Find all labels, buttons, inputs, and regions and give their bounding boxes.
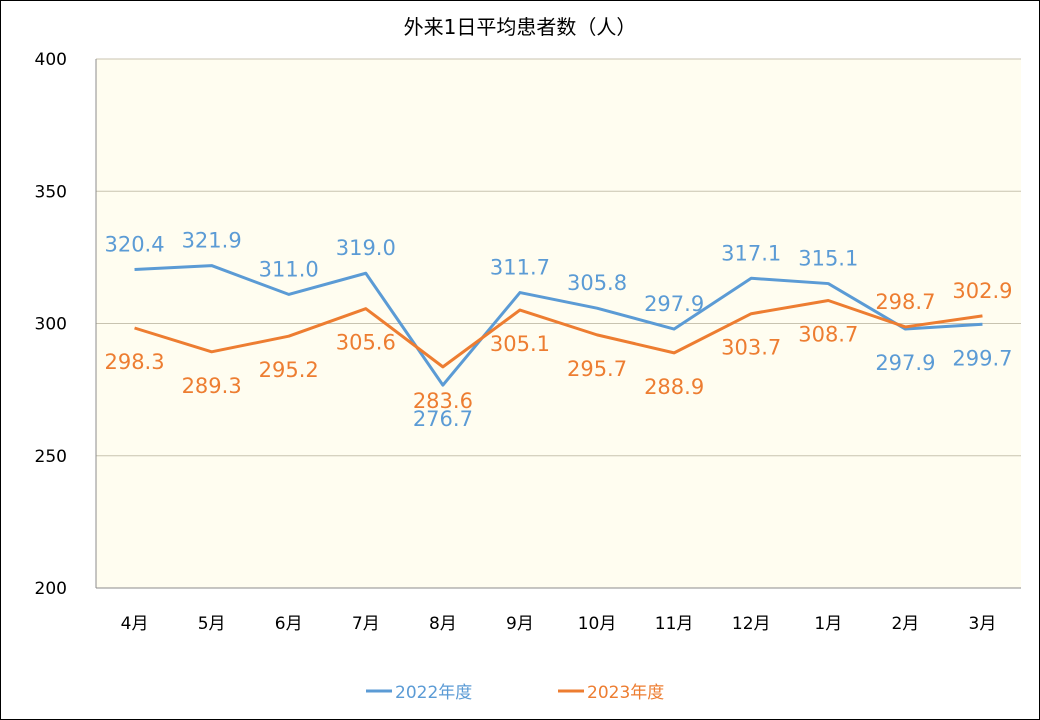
- legend-label: 2023年度: [587, 683, 664, 703]
- x-tick-label: 9月: [506, 614, 534, 634]
- plot-area: 200 250 300 350 400 4月 5月 6月 7月 8月 9月 10月 11月 12月 1月 2月…: [35, 50, 1021, 634]
- data-label-series-1: 297.9: [875, 351, 935, 375]
- y-tick-label: 300: [35, 315, 67, 335]
- data-label-series-1: 317.1: [721, 241, 781, 265]
- data-label-series-2: 298.7: [875, 290, 935, 314]
- data-label-series-2: 302.9: [952, 279, 1012, 303]
- legend-item-1: 2022年度: [366, 683, 472, 703]
- data-label-series-1: 305.8: [567, 271, 627, 295]
- y-tick-label: 350: [35, 182, 67, 202]
- legend-item-2: 2023年度: [558, 683, 664, 703]
- data-label-series-1: 311.7: [490, 256, 550, 280]
- x-tick-label: 12月: [732, 614, 771, 634]
- y-tick-label: 250: [35, 447, 67, 467]
- series-line-1: [134, 264, 983, 387]
- data-label-series-2: 289.3: [182, 374, 242, 398]
- x-tick-label: 5月: [198, 614, 226, 634]
- data-label-series-1: 299.7: [952, 346, 1012, 370]
- data-label-series-1: 321.9: [182, 229, 242, 253]
- series-line-2: [134, 298, 983, 369]
- data-label-series-1: 276.7: [413, 407, 473, 431]
- data-label-series-2: 305.6: [336, 331, 396, 355]
- data-label-series-2: 283.6: [413, 389, 473, 413]
- data-label-series-2: 303.7: [721, 336, 781, 360]
- legend: 2022年度 2023年度: [366, 683, 664, 703]
- data-label-series-1: 297.9: [644, 292, 704, 316]
- x-tick-label: 2月: [891, 614, 919, 634]
- x-tick-label: 8月: [429, 614, 457, 634]
- x-tick-label: 1月: [814, 614, 842, 634]
- legend-label: 2022年度: [395, 683, 472, 703]
- data-label-series-2: 298.3: [104, 350, 164, 374]
- chart-title: 外来1日平均患者数（人）: [404, 15, 637, 39]
- data-label-series-2: 288.9: [644, 375, 704, 399]
- x-tick-label: 4月: [121, 614, 149, 634]
- data-label-series-2: 295.7: [567, 357, 627, 381]
- y-tick-label: 400: [35, 50, 67, 70]
- x-tick-label: 10月: [578, 614, 617, 634]
- data-label-series-2: 305.1: [490, 332, 550, 356]
- data-label-series-1: 319.0: [336, 236, 396, 260]
- data-label-series-2: 308.7: [798, 322, 858, 346]
- y-tick-label: 200: [35, 579, 67, 599]
- x-tick-label: 3月: [969, 614, 997, 634]
- x-tick-label: 11月: [655, 614, 694, 634]
- data-label-series-1: 311.0: [259, 257, 319, 281]
- data-label-series-1: 320.4: [104, 233, 164, 257]
- data-label-series-1: 315.1: [798, 247, 858, 271]
- x-tick-label: 6月: [275, 614, 303, 634]
- data-label-series-2: 295.2: [259, 358, 319, 382]
- x-tick-label: 7月: [352, 614, 380, 634]
